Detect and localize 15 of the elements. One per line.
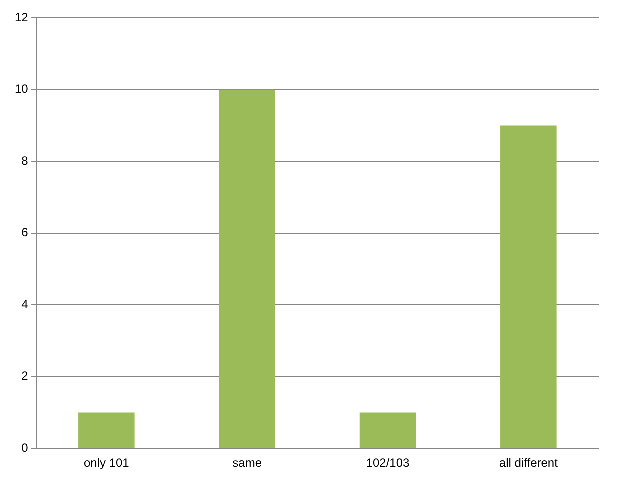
bar [219, 90, 276, 448]
y-tick-label: 12 [14, 10, 29, 25]
bar [500, 126, 557, 448]
x-tick-label: only 101 [84, 456, 130, 470]
x-tick-label: same [232, 456, 262, 470]
x-tick-label: 102/103 [366, 456, 410, 470]
bar [360, 412, 416, 448]
x-tick-label: all different [499, 456, 559, 470]
y-tick-label: 6 [22, 226, 29, 240]
y-tick-label: 8 [22, 154, 29, 168]
bar [78, 412, 135, 448]
y-tick-label: 2 [22, 369, 29, 384]
y-tick-label: 0 [22, 440, 29, 455]
y-tick-label: 10 [14, 82, 29, 96]
y-tick-label: 4 [22, 297, 29, 312]
